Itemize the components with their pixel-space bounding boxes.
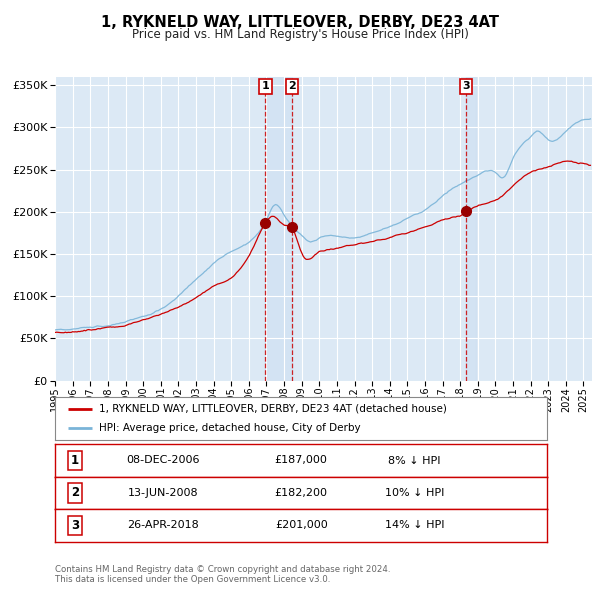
Text: 08-DEC-2006: 08-DEC-2006 bbox=[127, 455, 200, 466]
Text: 1, RYKNELD WAY, LITTLEOVER, DERBY, DE23 4AT (detached house): 1, RYKNELD WAY, LITTLEOVER, DERBY, DE23 … bbox=[100, 404, 448, 414]
Text: 13-JUN-2008: 13-JUN-2008 bbox=[128, 488, 199, 498]
Text: Price paid vs. HM Land Registry's House Price Index (HPI): Price paid vs. HM Land Registry's House … bbox=[131, 28, 469, 41]
Text: 2: 2 bbox=[71, 486, 79, 500]
Text: £201,000: £201,000 bbox=[275, 520, 328, 530]
Bar bbox=[466, 77, 476, 381]
Text: 14% ↓ HPI: 14% ↓ HPI bbox=[385, 520, 444, 530]
Text: 1: 1 bbox=[71, 454, 79, 467]
Text: 3: 3 bbox=[462, 81, 470, 91]
Text: 1, RYKNELD WAY, LITTLEOVER, DERBY, DE23 4AT: 1, RYKNELD WAY, LITTLEOVER, DERBY, DE23 … bbox=[101, 15, 499, 30]
Text: Contains HM Land Registry data © Crown copyright and database right 2024.
This d: Contains HM Land Registry data © Crown c… bbox=[55, 565, 391, 584]
Text: 10% ↓ HPI: 10% ↓ HPI bbox=[385, 488, 444, 498]
Text: 3: 3 bbox=[71, 519, 79, 532]
Text: £187,000: £187,000 bbox=[275, 455, 328, 466]
Text: HPI: Average price, detached house, City of Derby: HPI: Average price, detached house, City… bbox=[100, 423, 361, 433]
Text: 2: 2 bbox=[288, 81, 296, 91]
Text: 1: 1 bbox=[262, 81, 269, 91]
Text: £182,200: £182,200 bbox=[275, 488, 328, 498]
Text: 8% ↓ HPI: 8% ↓ HPI bbox=[388, 455, 440, 466]
Text: 26-APR-2018: 26-APR-2018 bbox=[128, 520, 199, 530]
Bar bbox=[265, 77, 292, 381]
